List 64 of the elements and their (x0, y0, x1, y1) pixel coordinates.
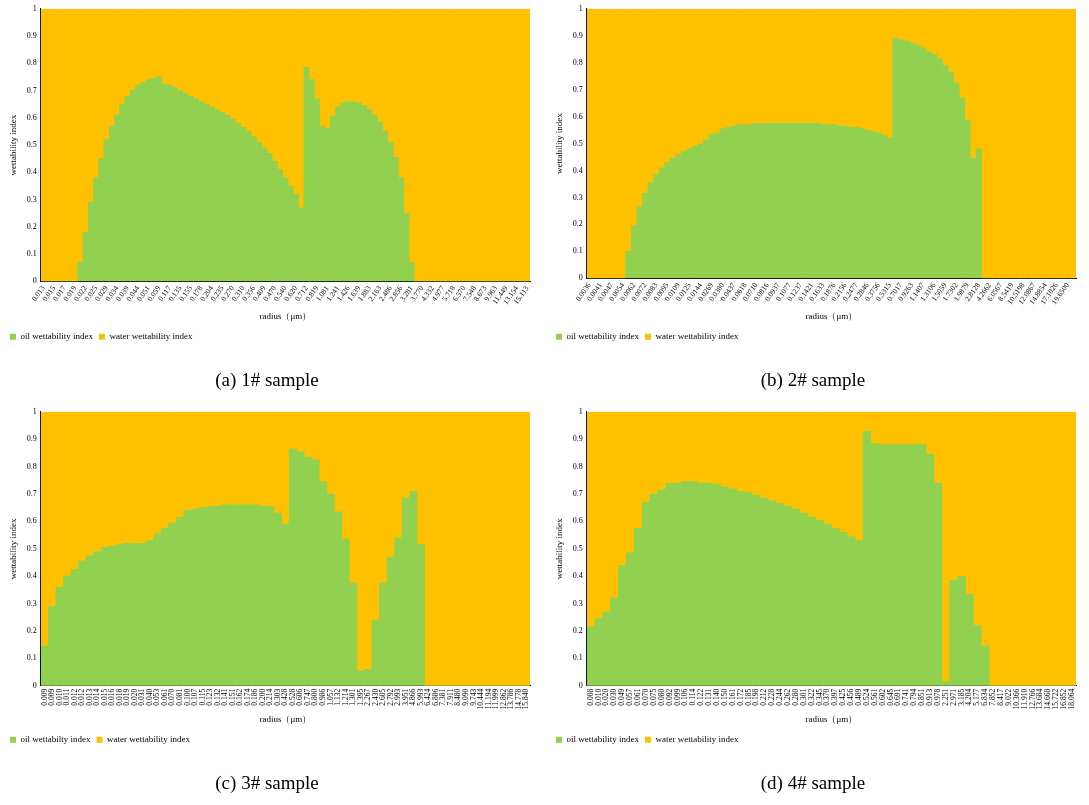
y-tick-label: 0.6 (26, 112, 37, 122)
y-tick-label: 0.3 (26, 194, 37, 204)
y-tick-label: 1 (578, 406, 583, 416)
y-axis-title: wettability index (7, 517, 18, 580)
legend-label: water wettability index (655, 734, 739, 745)
y-tick-label: 1 (32, 406, 37, 416)
y-tick-label: 0.4 (572, 571, 583, 581)
y-tick-label: 0.2 (26, 626, 37, 636)
text: (b) 2# sample (760, 368, 866, 391)
y-tick-label: 0 (578, 680, 583, 690)
y-tick-label: 0.1 (572, 246, 583, 256)
y-tick-label: 0.8 (26, 461, 37, 471)
y-tick-label: 0.4 (572, 165, 583, 175)
y-axis-title: wettability index (7, 114, 18, 176)
text: (d) 4# sample (760, 771, 866, 794)
y-tick-label: 0.8 (26, 58, 37, 68)
y-tick-label: 0.2 (572, 219, 583, 229)
y-tick-label: 0.7 (26, 489, 37, 499)
y-tick-label: 0.5 (572, 138, 583, 148)
y-tick-label: 1 (32, 3, 37, 13)
y-tick-label: 0.6 (26, 516, 37, 526)
x-axis-title: radius（μm） (805, 311, 858, 322)
legend-label: water wettability index (109, 331, 193, 342)
y-axis-title: wettability index (553, 517, 564, 580)
legend-label: oil wettabilty index (20, 734, 91, 745)
y-tick-label: 0.9 (572, 434, 583, 444)
y-tick-label: 1 (578, 3, 583, 13)
legend-label: water wettability index (106, 734, 191, 745)
y-tick-label: 0.2 (26, 221, 37, 231)
y-tick-label: 0 (578, 273, 583, 283)
y-tick-label: 0.1 (572, 653, 583, 663)
y-tick-label: 0.5 (26, 140, 37, 150)
y-tick-label: 0.6 (572, 516, 583, 526)
legend-label: water wettability index (655, 331, 739, 342)
y-tick-label: 0.6 (572, 111, 583, 121)
y-tick-label: 0.7 (26, 85, 37, 95)
y-tick-label: 0.1 (26, 653, 37, 663)
text: (c) 3# sample (215, 771, 319, 794)
y-tick-label: 0.8 (572, 57, 583, 67)
legend-label: oil wettability index (566, 331, 640, 342)
legend-label: oil wettability index (566, 734, 640, 745)
y-tick-label: 0.8 (572, 461, 583, 471)
y-tick-label: 0.4 (26, 571, 37, 581)
y-tick-label: 0.5 (26, 543, 37, 553)
x-axis-title: radius（μm） (259, 714, 312, 725)
y-tick-label: 0.9 (26, 434, 37, 444)
y-tick-label: 0.3 (572, 598, 583, 608)
y-tick-label: 0.5 (572, 543, 583, 553)
y-tick-label: 0 (32, 680, 37, 690)
x-axis-title: radius（μm） (805, 714, 858, 725)
y-tick-label: 0.3 (26, 598, 37, 608)
y-tick-label: 0.9 (572, 30, 583, 40)
y-axis-title: wettability index (553, 112, 564, 174)
y-tick-label: 0.3 (572, 192, 583, 202)
legend-label: oil wettability index (20, 331, 94, 342)
y-tick-label: 0.2 (572, 626, 583, 636)
y-tick-label: 0 (32, 276, 37, 286)
y-tick-label: 0.4 (26, 167, 37, 177)
y-tick-label: 0.7 (572, 84, 583, 94)
y-tick-label: 0.7 (572, 489, 583, 499)
text: (a) 1# sample (215, 368, 319, 391)
x-axis-title: radius（μm） (259, 311, 312, 322)
y-tick-label: 0.9 (26, 31, 37, 41)
y-tick-label: 0.1 (26, 249, 37, 259)
